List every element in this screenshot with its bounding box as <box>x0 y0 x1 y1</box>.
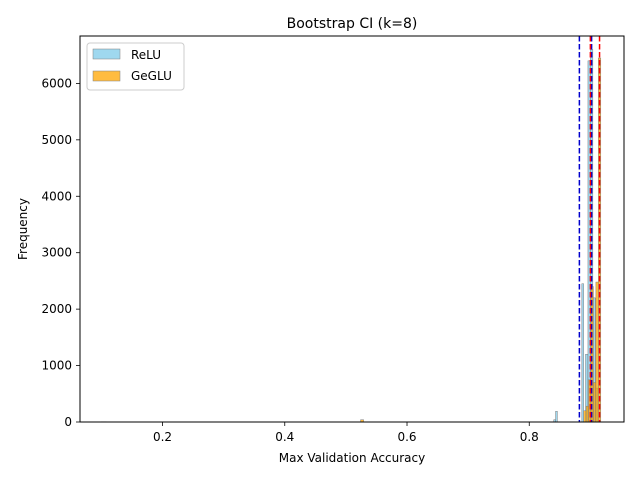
plot-frame <box>79 35 625 423</box>
legend-label-geglu: GeGLU <box>131 69 172 83</box>
y-tick-label: 1000 <box>41 359 72 373</box>
x-axis-title: Max Validation Accuracy <box>279 451 425 465</box>
x-tick-label: 0.2 <box>153 430 172 444</box>
histogram-bar-geglu-6 <box>595 281 599 423</box>
histogram-bar-geglu-4 <box>590 286 594 423</box>
y-axis: 0 1000 2000 3000 4000 5000 6000 <box>41 76 80 429</box>
histogram-bar-relu-2 <box>555 411 558 423</box>
chart-title: Bootstrap CI (k=8) <box>287 16 418 32</box>
histogram-bar-geglu-1 <box>583 410 587 423</box>
legend-label-relu: ReLU <box>131 48 161 62</box>
x-tick-label: 0.6 <box>397 430 416 444</box>
legend: ReLU GeGLU <box>86 42 185 91</box>
histogram-bar-geglu-5 <box>593 382 597 423</box>
y-tick-label: 3000 <box>41 246 72 260</box>
histogram-bar-relu-3 <box>581 283 584 423</box>
x-tick-label: 0.8 <box>520 430 539 444</box>
histogram-bar-geglu-2 <box>585 405 589 423</box>
ci-lines-layer <box>578 36 601 422</box>
y-tick-label: 0 <box>64 415 72 429</box>
y-tick-label: 6000 <box>41 76 72 90</box>
legend-swatch-geglu <box>92 70 121 82</box>
x-axis: 0.2 0.4 0.6 0.8 <box>153 422 539 444</box>
y-tick-label: 2000 <box>41 302 72 316</box>
y-tick-label: 4000 <box>41 189 72 203</box>
x-tick-label: 0.4 <box>275 430 294 444</box>
legend-swatch-relu <box>92 48 121 60</box>
y-axis-title: Frequency <box>16 198 30 260</box>
y-tick-label: 5000 <box>41 133 72 147</box>
